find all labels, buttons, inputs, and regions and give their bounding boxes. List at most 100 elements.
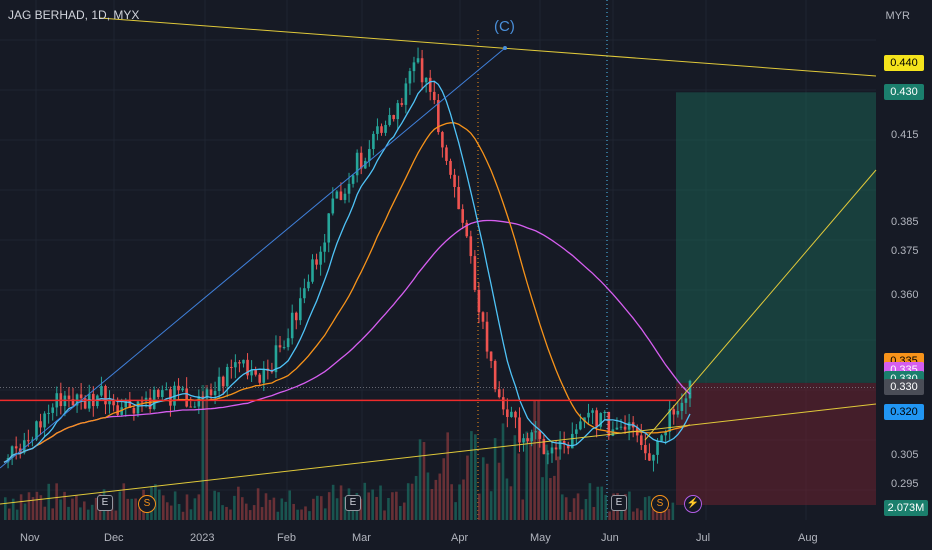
- volume-bar: [410, 483, 414, 520]
- candle-body: [688, 380, 692, 399]
- price-tick-label: 0.415: [891, 128, 919, 141]
- candle-body: [217, 376, 221, 392]
- volume-bar: [406, 483, 410, 520]
- volume-bar: [59, 499, 62, 520]
- earnings-event-icon[interactable]: E: [345, 495, 361, 511]
- time-tick-label: Apr: [451, 532, 469, 544]
- volume-bar: [545, 444, 548, 520]
- volume-bar: [402, 502, 406, 520]
- volume-bar: [639, 510, 643, 520]
- candle-body: [303, 288, 306, 299]
- volume-bar: [434, 479, 438, 520]
- candle-body: [396, 103, 400, 120]
- volume-bar: [268, 499, 272, 520]
- candle-body: [518, 417, 521, 443]
- candle-body: [124, 399, 128, 408]
- candle-body: [615, 427, 619, 430]
- candle-body: [380, 126, 383, 133]
- candle-body: [193, 406, 197, 408]
- candle-body: [47, 412, 50, 414]
- earnings-event-icon[interactable]: E: [97, 495, 113, 511]
- candle-body: [432, 91, 436, 101]
- candle-body: [392, 115, 395, 120]
- candle-body: [575, 429, 578, 434]
- volume-bar: [592, 506, 596, 520]
- candle-body: [554, 447, 558, 450]
- volume-bar: [339, 485, 343, 520]
- volume-bar: [79, 507, 82, 520]
- candle-body: [79, 394, 83, 399]
- volume-bar: [513, 435, 517, 520]
- volume-bar: [47, 483, 51, 520]
- volume-bar: [359, 498, 363, 520]
- volume-bar: [173, 491, 177, 520]
- candle-body: [668, 409, 672, 432]
- candle-body: [416, 58, 420, 63]
- candle-body: [144, 397, 148, 402]
- split-event-icon[interactable]: S: [651, 495, 669, 513]
- earnings-event-icon[interactable]: E: [611, 495, 627, 511]
- candle-body: [376, 126, 379, 134]
- candle-body: [132, 407, 136, 414]
- volume-bar: [15, 509, 19, 520]
- ma-mid-line: [3, 122, 691, 463]
- volume-bar: [474, 434, 477, 520]
- candle-body: [136, 401, 140, 414]
- candle-body: [493, 360, 497, 390]
- split-event-icon[interactable]: S: [138, 495, 156, 513]
- volume-bar: [201, 385, 205, 520]
- volume-bar: [478, 493, 481, 520]
- volume-bar: [541, 477, 544, 520]
- candle-body: [522, 438, 525, 443]
- candle-body: [672, 409, 676, 415]
- volume-bar: [651, 509, 655, 520]
- volume-bar: [181, 511, 185, 520]
- time-tick-label: Feb: [277, 532, 296, 544]
- price-tick-label: 0.385: [891, 216, 919, 229]
- candle-body: [156, 389, 160, 397]
- candle-body: [676, 410, 680, 415]
- candle-body: [238, 362, 241, 364]
- volume-bar: [63, 491, 66, 520]
- volume-bar: [320, 496, 323, 520]
- volume-bar: [557, 456, 560, 520]
- volume-bar: [596, 486, 600, 520]
- candle-body: [339, 191, 343, 200]
- volume-bar: [162, 495, 165, 520]
- candle-body: [286, 338, 290, 348]
- volume-bar: [83, 501, 86, 520]
- candle-body: [282, 347, 286, 349]
- candle-body: [428, 77, 432, 92]
- candle-body: [570, 433, 574, 449]
- volume-bar: [94, 497, 98, 520]
- volume-bar: [647, 496, 651, 520]
- volume-bar: [422, 442, 426, 520]
- volume-bar: [67, 506, 70, 520]
- volume-bar: [564, 497, 568, 520]
- candle-body: [404, 83, 408, 105]
- price-badge: 0.320: [884, 404, 924, 420]
- candle-body: [562, 441, 566, 445]
- candle-body: [627, 422, 631, 430]
- candle-body: [473, 256, 477, 290]
- time-tick-label: Mar: [352, 532, 371, 544]
- candle-body: [558, 441, 562, 450]
- candle-body: [453, 174, 456, 187]
- volume-bar: [241, 497, 244, 520]
- candle-body: [27, 440, 30, 442]
- volume-bar: [260, 507, 264, 520]
- time-tick-label: Nov: [20, 532, 40, 544]
- volume-bar: [19, 494, 23, 520]
- candle-body: [526, 438, 529, 442]
- candle-body: [246, 359, 249, 376]
- volume-bar: [276, 511, 280, 520]
- candle-body: [278, 345, 282, 348]
- volume-bar: [663, 508, 667, 520]
- volume-bar: [367, 492, 370, 520]
- candle-body: [477, 289, 481, 313]
- symbol-title[interactable]: JAG BERHAD, 1D, MYX: [8, 8, 140, 22]
- lightning-event-icon[interactable]: ⚡: [684, 495, 702, 513]
- volume-bar: [134, 498, 137, 520]
